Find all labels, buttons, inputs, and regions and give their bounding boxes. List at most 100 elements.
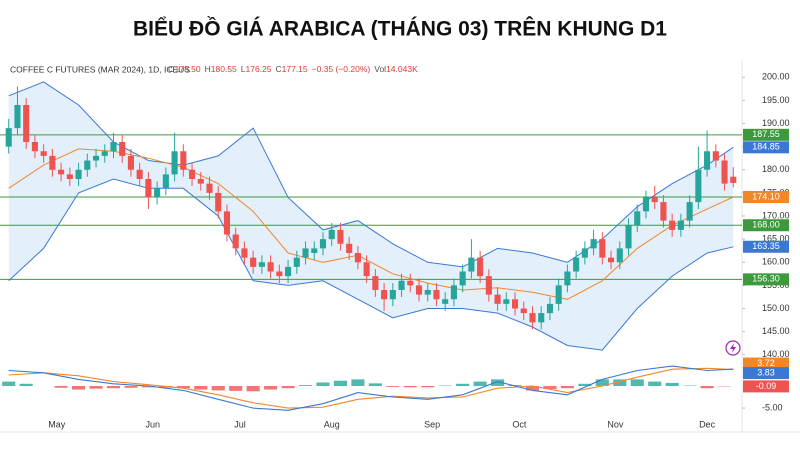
candle-body [590,239,597,249]
band-label: 174.10 [752,191,780,201]
macd-hist [124,386,138,388]
candle-body [285,266,292,277]
y-tick-label: 150.00 [762,303,790,313]
candle-body [555,285,562,304]
alert-icon[interactable] [725,340,741,356]
y-tick-label: 145.00 [762,326,790,336]
candle-body [520,308,527,314]
level-label-box [743,128,789,141]
candle-body [5,128,12,147]
macd-hist [648,381,662,386]
candle-body [223,211,231,235]
candle-body [407,280,414,286]
macd-hist [351,379,365,386]
candle-body [232,234,239,249]
x-tick-label: Nov [607,419,624,429]
quote-key: O [168,64,175,74]
candle-body [616,248,623,263]
y-tick-label: -5.00 [762,402,783,412]
macd-label-box [743,357,789,370]
level-label: 156.30 [752,274,780,284]
band-label-box [743,141,789,154]
symbol: COFFEE C FUTURES (MAR 2024), 1D, ICEUS [10,64,190,74]
candle-body [319,239,327,249]
macd-hist [525,386,540,391]
candle-body [660,202,667,221]
candle-body [171,151,178,175]
band-lower [8,178,734,351]
macd-hist [246,386,260,392]
macd-hist [333,380,347,386]
candle-body [31,142,38,152]
macd-hist [141,386,155,388]
candle-body [241,248,248,258]
candle-body [546,303,554,314]
candle-body [328,229,335,240]
quote-key: C [276,64,282,74]
candle-body [599,239,606,258]
candle-body [136,169,143,179]
quote-key: Vol [374,64,386,74]
candle-body [49,155,56,170]
macd-label-box [743,380,789,393]
y-tick-label: 190.00 [762,118,790,128]
quote-value: 177.15 [282,64,308,74]
y-tick-label: 160.00 [762,257,790,267]
macd-hist [543,386,557,390]
macd-hist [281,386,295,389]
candle-body [92,155,100,161]
candle-body [162,174,169,189]
quote-value: 176.25 [246,64,272,74]
candle-body [145,179,152,198]
candle-body [66,174,73,179]
candle-body [14,105,21,129]
candle-body [529,313,536,323]
candle-body [581,248,588,258]
macd-hist [19,383,33,386]
candle-body [442,299,449,304]
macd-hist [473,381,487,386]
candle-body [424,290,431,295]
macd-hist [106,386,121,389]
candle-body [389,290,396,300]
candle-body [468,257,475,272]
candle-body [573,257,580,272]
candle-body [415,285,423,295]
level-label-box [743,273,789,286]
quote-key: L [241,64,246,74]
candle-body [459,271,466,286]
level-label-box [743,219,789,232]
candle-body [197,179,204,184]
candle-body [110,142,117,152]
x-tick-label: Dec [699,419,716,429]
candle-body [84,160,91,170]
x-tick-label: May [48,419,66,429]
level-label: 168.00 [752,220,780,230]
band-label: 184.85 [752,142,780,152]
macd-signal [8,367,734,409]
candle-body [119,142,126,156]
candle-body [686,202,693,221]
macd-hist [595,379,609,386]
quote: O178.50 H180.55 L176.25 C177.15 −0.35 (−0.20… [168,64,418,74]
candle-body [354,253,361,263]
candle-body [564,271,571,286]
quote-key: H [205,64,211,74]
macd-hist [386,386,400,387]
band-label-box [743,240,789,253]
macd-macd [8,365,734,411]
candle-body [276,271,283,277]
y-tick-label: 165.00 [762,234,790,244]
candle-body [730,176,737,183]
candle-body [712,151,719,161]
candle-body [642,197,650,212]
macd-hist [613,379,627,386]
candle-body [704,151,711,170]
macd-hist [560,386,574,389]
candle-body [608,257,615,263]
macd-hist [368,383,382,386]
macd-label: -0.09 [756,381,777,391]
candle-body [180,151,187,170]
candle-body [250,257,257,267]
